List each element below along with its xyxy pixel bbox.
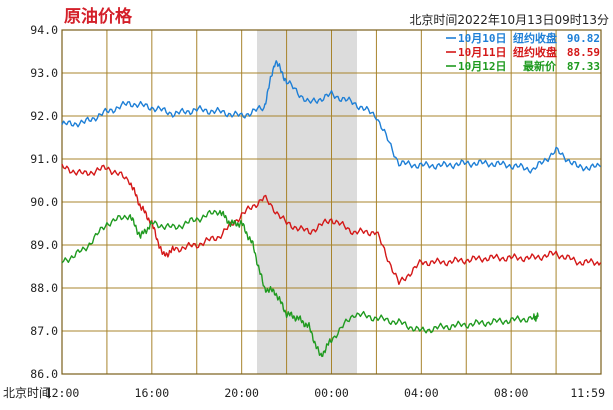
y-tick-label: 86.0: [30, 367, 58, 381]
y-tick-label: 91.0: [30, 152, 58, 166]
x-tick-label: 00:00: [314, 386, 349, 400]
x-tick-label: 12:00: [45, 386, 80, 400]
legend-value-0: 90.82: [567, 32, 600, 45]
series-group: [61, 60, 602, 358]
series-line-2: [61, 209, 539, 358]
series-line-1: [61, 163, 602, 285]
legend-label-1: 纽约收盘: [513, 45, 557, 59]
grid: [62, 30, 601, 374]
x-axis: 12:00 16:00 20:00 00:00 04:00 08:00 11:59: [45, 386, 605, 400]
series-line-0: [61, 60, 602, 174]
x-tick-label: 04:00: [404, 386, 439, 400]
legend-label-2: 最新价: [523, 59, 557, 73]
x-tick-label: 16:00: [135, 386, 170, 400]
x-tick-label: 20:00: [224, 386, 259, 400]
y-tick-label: 94.0: [30, 23, 58, 37]
legend-date-1: 10月11日: [458, 46, 507, 59]
legend-date-2: 10月12日: [458, 60, 507, 73]
y-tick-label: 89.0: [30, 238, 58, 252]
legend-label-0: 纽约收盘: [513, 31, 557, 45]
y-tick-label: 93.0: [30, 66, 58, 80]
y-tick-label: 87.0: [30, 324, 58, 338]
legend-value-2: 87.33: [567, 60, 600, 73]
plot-frame: [61, 29, 602, 375]
y-tick-label: 92.0: [30, 109, 58, 123]
y-tick-label: 90.0: [30, 195, 58, 209]
y-axis: 94.0 93.0 92.0 91.0 90.0 89.0 88.0 87.0 86.0: [30, 23, 58, 381]
timestamp-text: 北京时间2022年10月13日09时13分: [409, 13, 609, 27]
x-tick-label: 08:00: [494, 386, 529, 400]
y-tick-label: 88.0: [30, 281, 58, 295]
legend-value-1: 88.59: [567, 46, 600, 59]
legend-date-0: 10月10日: [458, 32, 507, 45]
x-tick-label: 11:59: [570, 386, 605, 400]
x-axis-label: 北京时间: [3, 386, 51, 400]
legend: 10月10日 纽约收盘 90.82 10月11日 纽约收盘 88.59 10月1…: [446, 31, 600, 73]
chart-title: 原油价格: [64, 6, 133, 27]
